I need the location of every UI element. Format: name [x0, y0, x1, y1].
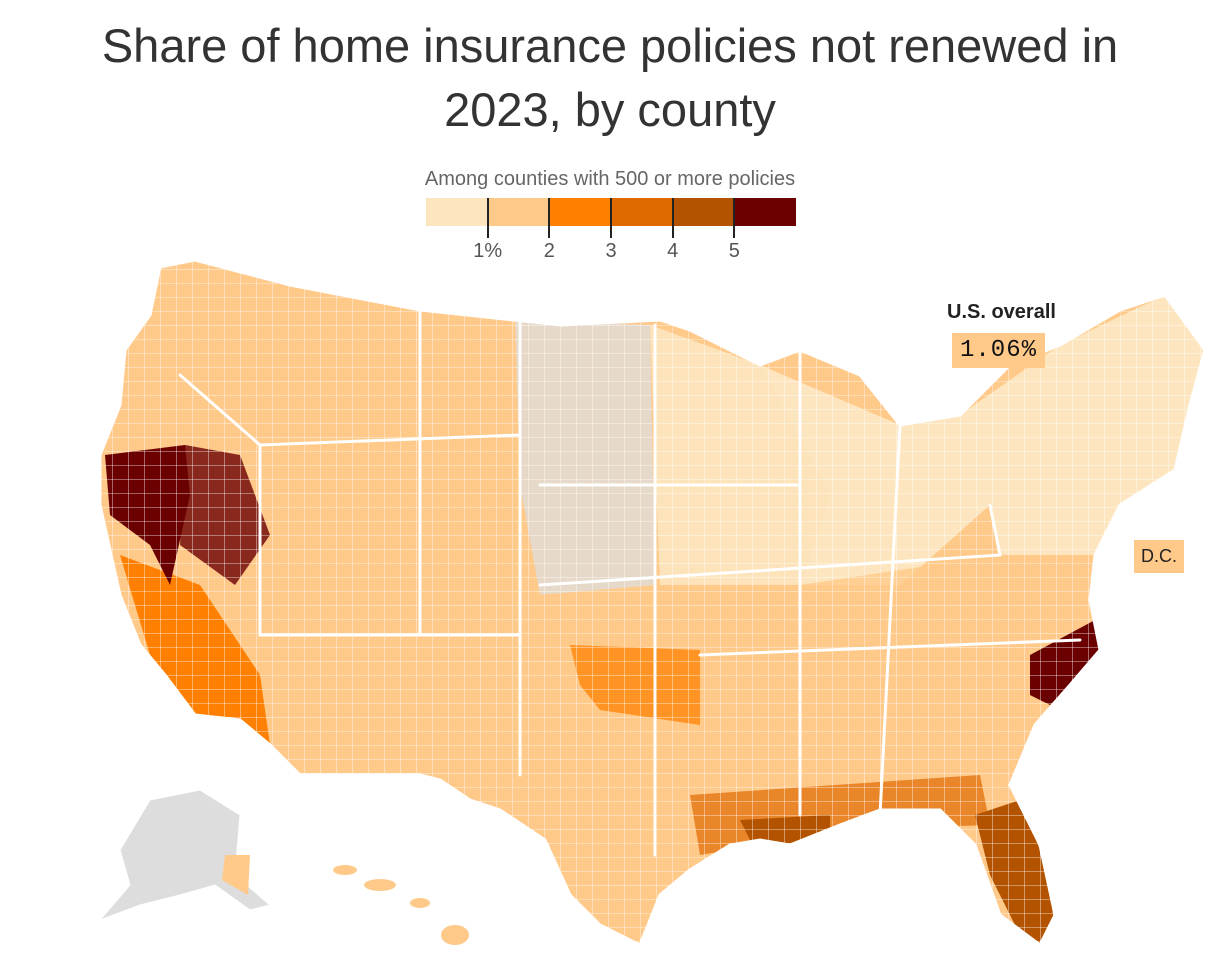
legend-tick-0: [486, 198, 489, 238]
legend-swatch-0: [426, 198, 488, 226]
legend-swatch-4: [672, 198, 735, 226]
title-line-2: 2023, by county: [444, 83, 776, 136]
dc-label: D.C.: [1134, 540, 1184, 573]
state-boundary-11: [178, 373, 262, 637]
color-legend: 1% 2 3 4 5: [426, 198, 797, 268]
state-boundary-8: [878, 423, 902, 817]
legend-tick-1: [548, 198, 551, 238]
legend-tick-2: [610, 198, 612, 238]
legend-tick-label-4: 5: [728, 240, 740, 262]
hawaii-island-0: [333, 865, 357, 875]
legend-bar: [426, 198, 797, 226]
title-line-1: Share of home insurance policies not ren…: [101, 19, 1119, 72]
legend-subtitle: Among counties with 500 or more policies: [424, 168, 796, 190]
legend-swatch-2: [549, 198, 612, 226]
legend-swatch-1: [487, 198, 550, 226]
legend-tick-label-3: 4: [667, 240, 679, 262]
legend-tick-label-0: 1%: [473, 240, 503, 262]
legend-tick-label-2: 3: [605, 240, 617, 262]
region-alaska: [99, 789, 272, 921]
us-overall-label: U.S. overall: [947, 301, 1056, 323]
us-outline: [98, 258, 1207, 948]
us-county-map: [98, 258, 1207, 948]
hawaii-island-2: [410, 898, 430, 908]
us-overall-value: 1.06%: [952, 333, 1046, 368]
hawaii-island-3: [441, 925, 469, 945]
legend-swatch-3: [611, 198, 673, 226]
state-boundary-6: [538, 553, 1002, 587]
state-boundary-9: [698, 638, 1082, 657]
state-boundary-10: [988, 503, 1002, 557]
state-boundary-0: [258, 433, 522, 447]
hawaii-island-1: [364, 879, 396, 891]
chart-title: Share of home insurance policies not ren…: [0, 14, 1220, 142]
legend-tick-3: [671, 198, 674, 238]
legend-swatch-5: [734, 198, 797, 226]
legend-tick-label-1: 2: [543, 240, 555, 262]
legend-tick-4: [733, 198, 736, 238]
alaska-panhandle: [222, 855, 250, 895]
